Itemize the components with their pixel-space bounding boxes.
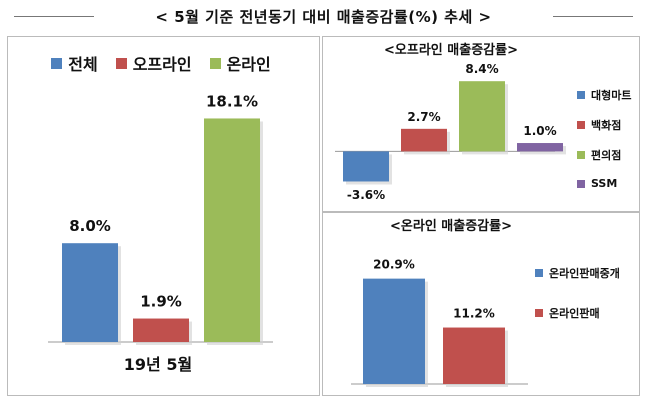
legend-swatch-total xyxy=(51,57,63,69)
offline-legend-label-conv: 편의점 xyxy=(591,149,622,162)
overall-bar xyxy=(62,243,118,342)
offline-legend-item-dept: 백화점 xyxy=(577,117,621,133)
offline-legend-swatch-conv xyxy=(577,151,585,159)
online-bar-chart: 20.9% 11.2% xyxy=(351,258,528,387)
online-data-label: 11.2% xyxy=(453,307,495,321)
legend-item-offline: 오프라인 xyxy=(115,51,192,75)
offline-legend-swatch-dept xyxy=(577,121,585,129)
offline-chart-title: <오프라인 매출증감률> xyxy=(384,43,518,58)
legend-item-online: 온라인 xyxy=(209,51,271,75)
legend-label-offline: 오프라인 xyxy=(132,55,192,74)
offline-legend-swatch-mart xyxy=(577,91,585,99)
overall-chart-panel: 전체 오프라인 온라인 8.0% 1.9% 18.1% 19년 5월 xyxy=(7,36,320,396)
online-legend-swatch-marketplace xyxy=(535,269,543,277)
overall-legend: 전체 오프라인 온라인 xyxy=(1,51,321,75)
overall-data-label: 18.1% xyxy=(206,92,258,110)
offline-bar xyxy=(343,151,389,182)
online-data-label: 20.9% xyxy=(373,258,415,272)
offline-data-label: 1.0% xyxy=(523,124,556,138)
offline-legend-item-ssm: SSM xyxy=(577,177,617,190)
online-bar xyxy=(363,278,425,384)
online-legend-label-marketplace: 온라인판매중개 xyxy=(549,267,620,280)
offline-bar xyxy=(401,128,447,152)
offline-data-label: 2.7% xyxy=(407,110,440,124)
offline-legend-label-dept: 백화점 xyxy=(591,119,622,132)
overall-bar xyxy=(204,118,260,342)
online-legend-label-direct: 온라인판매 xyxy=(549,307,600,320)
title-right-rule xyxy=(553,16,633,17)
offline-legend-label-ssm: SSM xyxy=(591,177,618,190)
online-legend-swatch-direct xyxy=(535,309,543,317)
online-chart-title: <온라인 매출증감률> xyxy=(390,219,512,234)
page-title: < 5월 기준 전년동기 대비 매출증감률(%) 추세 > xyxy=(155,8,492,26)
overall-x-label: 19년 5월 xyxy=(124,355,192,374)
overall-data-label: 8.0% xyxy=(69,217,111,235)
offline-legend-item-mart: 대형마트 xyxy=(577,87,631,103)
offline-chart-panel: <오프라인 매출증감률> -3.6% 2.7% 8.4% 1.0% 대형마트 백화점 … xyxy=(322,36,640,212)
legend-label-online: 온라인 xyxy=(226,55,271,74)
online-bar xyxy=(443,327,505,384)
online-legend-item-marketplace: 온라인판매중개 xyxy=(535,265,620,281)
title-left-rule xyxy=(14,16,94,17)
offline-legend-label-mart: 대형마트 xyxy=(591,89,632,102)
legend-swatch-online xyxy=(209,57,221,69)
offline-legend-swatch-ssm xyxy=(577,179,585,188)
overall-bar xyxy=(133,318,189,342)
offline-bar-chart: -3.6% 2.7% 8.4% 1.0% xyxy=(335,62,566,202)
offline-data-label: -3.6% xyxy=(347,188,385,202)
offline-bar xyxy=(517,143,563,152)
overall-data-label: 1.9% xyxy=(140,293,182,311)
legend-swatch-offline xyxy=(115,57,127,69)
offline-legend-item-conv: 편의점 xyxy=(577,147,621,163)
legend-label-total: 전체 xyxy=(68,55,98,74)
online-legend-item-direct: 온라인판매 xyxy=(535,305,600,321)
overall-bar-chart: 8.0% 1.9% 18.1% 19년 5월 xyxy=(48,92,273,374)
offline-bar xyxy=(459,81,505,152)
offline-data-label: 8.4% xyxy=(465,62,498,76)
online-chart-panel: <온라인 매출증감률> 20.9% 11.2% 온라인판매중개 온라인판매 xyxy=(322,212,640,396)
legend-item-total: 전체 xyxy=(51,51,98,75)
